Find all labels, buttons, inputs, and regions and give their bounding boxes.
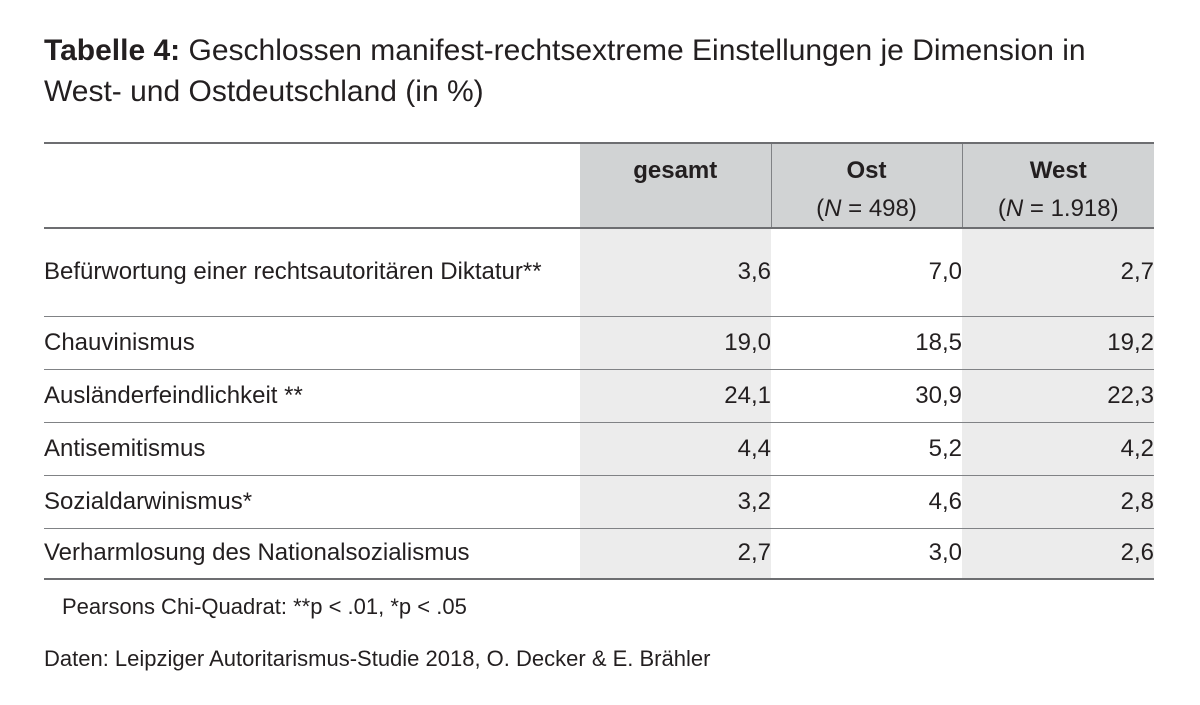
results-table: gesamt Ost (N = 498) West (N = 1.918) Be… <box>44 142 1154 580</box>
cell-gesamt: 4,4 <box>580 422 771 476</box>
row-label: Verharmlosung des Nationalsozialismus <box>44 528 580 580</box>
table-row: Sozialdarwinismus* 3,2 4,6 2,8 <box>44 475 1154 529</box>
column-header-ost: Ost (N = 498) <box>770 142 962 229</box>
header-row: gesamt Ost (N = 498) West (N = 1.918) <box>44 142 1154 229</box>
cell-ost: 30,9 <box>771 369 962 423</box>
cell-ost: 18,5 <box>771 316 962 370</box>
cell-west: 2,7 <box>962 228 1154 317</box>
row-label: Antisemitismus <box>44 422 580 476</box>
cell-west: 2,6 <box>962 528 1154 580</box>
cell-gesamt: 2,7 <box>580 528 771 580</box>
table-row: Antisemitismus 4,4 5,2 4,2 <box>44 422 1154 476</box>
column-header-label: Ost <box>846 157 887 184</box>
column-sample-size: (N = 1.918) <box>997 195 1119 222</box>
cell-ost: 7,0 <box>771 228 962 317</box>
table-title-text: Geschlossen manifest-rechtsextreme Einst… <box>44 34 1086 108</box>
significance-note: Pearsons Chi-Quadrat: **p < .01, *p < .0… <box>62 594 467 619</box>
row-label: Ausländerfeindlichkeit ** <box>44 369 580 423</box>
table-row: Ausländerfeindlichkeit ** 24,1 30,9 22,3 <box>44 369 1154 423</box>
source-line: Daten: Leipziger Autoritarismus-Studie 2… <box>44 646 711 671</box>
column-sample-size: (N = 498) <box>816 195 917 222</box>
cell-west: 22,3 <box>962 369 1154 423</box>
table-number-label: Tabelle 4: <box>44 34 181 67</box>
column-header-label: gesamt <box>633 157 718 184</box>
table-title: Tabelle 4: Geschlossen manifest-rechtsex… <box>44 30 1164 112</box>
cell-gesamt: 3,6 <box>580 228 771 317</box>
table-row: Chauvinismus 19,0 18,5 19,2 <box>44 316 1154 370</box>
cell-gesamt: 19,0 <box>580 316 771 370</box>
column-header-label: West <box>1029 157 1087 184</box>
cell-gesamt: 24,1 <box>580 369 771 423</box>
header-empty-cell <box>44 142 580 229</box>
cell-ost: 5,2 <box>771 422 962 476</box>
cell-west: 19,2 <box>962 316 1154 370</box>
row-label: Sozialdarwinismus* <box>44 475 580 529</box>
table-row: Verharmlosung des Nationalsozialismus 2,… <box>44 528 1154 580</box>
table-row: Befürwortung einer rechtsautoritären Dik… <box>44 228 1154 317</box>
column-header-west: West (N = 1.918) <box>961 142 1154 229</box>
cell-west: 4,2 <box>962 422 1154 476</box>
row-label: Befürwortung einer rechtsautoritären Dik… <box>44 228 580 317</box>
cell-gesamt: 3,2 <box>580 475 771 529</box>
cell-west: 2,8 <box>962 475 1154 529</box>
cell-ost: 4,6 <box>771 475 962 529</box>
column-header-gesamt: gesamt <box>580 142 771 229</box>
cell-ost: 3,0 <box>771 528 962 580</box>
row-label: Chauvinismus <box>44 316 580 370</box>
